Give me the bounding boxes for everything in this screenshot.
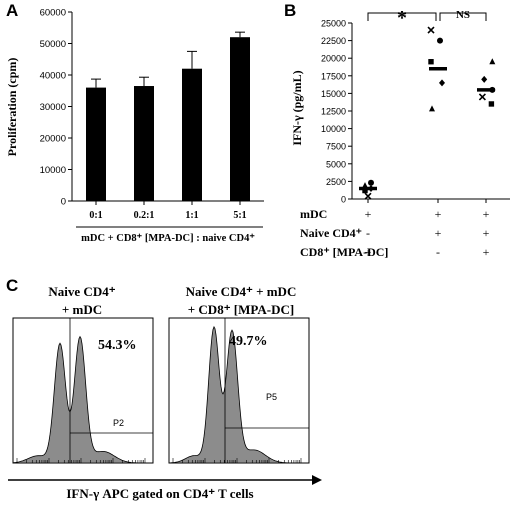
panel-c: C Naive CD4⁺ + mDC 54.3% P2 Naive CD4⁺ +… <box>6 276 322 501</box>
panel-b-ytick-label: 12500 <box>321 107 346 117</box>
panel-b-table-cell: + <box>483 226 490 240</box>
panel-b-ytick-label: 15000 <box>321 89 346 99</box>
histogram-1-gate-label: P2 <box>113 418 124 428</box>
histogram-2-title-line1: Naive CD4⁺ + mDC <box>186 284 297 299</box>
panel-b-ytick-label: 5000 <box>326 159 346 169</box>
histogram-2: Naive CD4⁺ + mDC + CD8⁺ [MPA-DC] 49.7% P… <box>168 284 310 464</box>
histogram-2-percent: 49.7% <box>229 334 268 349</box>
panel-b-ytick-label: 10000 <box>321 124 346 134</box>
panel-b-ytick-label: 22500 <box>321 36 346 46</box>
histogram-1-percent: 54.3% <box>98 338 137 353</box>
panel-a-ytick-label: 0 <box>61 197 66 208</box>
panel-a-ytick-label: 30000 <box>40 102 66 113</box>
panel-a-ytick-label: 10000 <box>40 165 66 176</box>
panel-b-point <box>478 93 486 101</box>
panel-a-xtick-label: 5:1 <box>233 210 246 221</box>
panel-a-bar <box>86 87 106 201</box>
panel-b-comparison-bracket <box>439 12 487 21</box>
panel-c-letter: C <box>6 276 18 295</box>
panel-b-table-cell: - <box>366 226 370 240</box>
panel-b-ytick-label: 0 <box>341 195 346 205</box>
histogram-1: Naive CD4⁺ + mDC 54.3% P2 <box>12 284 154 464</box>
panel-b-comparison-label: NS <box>456 9 470 21</box>
panel-b-table-row-label: CD8⁺ [MPA-DC] <box>300 245 388 259</box>
panel-b-table-row-label: Naive CD4⁺ <box>300 226 362 240</box>
panel-b-point <box>489 58 496 65</box>
histogram-1-title-line1: Naive CD4⁺ <box>48 284 115 299</box>
panel-b-comparisons: * NS <box>367 7 487 29</box>
panel-a-ytick-label: 60000 <box>40 8 66 19</box>
panel-c-arrow <box>8 475 322 485</box>
panel-b-point <box>362 187 368 194</box>
histogram-2-curve <box>168 325 309 464</box>
panel-b-ytick-label: 7500 <box>326 142 346 152</box>
panel-a-bars: 0:1 0.2:1 1:1 5:1 <box>86 31 250 221</box>
histogram-1-title-line2: + mDC <box>62 302 102 317</box>
panel-b-letter: B <box>284 1 296 20</box>
panel-b-ytick-label: 25000 <box>321 19 346 29</box>
panel-b-condition-table: mDC + + +Naive CD4⁺ - + +CD8⁺ [MPA-DC]+ - + <box>300 207 490 259</box>
panel-b-table-cell: - <box>436 245 440 259</box>
panel-c-xlabel: IFN-γ APC gated on CD4⁺ T cells <box>66 486 253 501</box>
panel-b-means <box>359 67 495 191</box>
panel-b-ytick-label: 17500 <box>321 71 346 81</box>
panel-a-xtick-label: 1:1 <box>185 210 198 221</box>
panel-a: A Proliferation (cpm) 0 10000 20000 30000 40… <box>5 1 264 244</box>
panel-b-point <box>428 59 434 65</box>
panel-b: B IFN-γ (pg/mL) 0 2500 5000 7500 10000 12500 1… <box>284 1 510 259</box>
panel-b-point <box>364 192 372 200</box>
panel-a-ytick-label: 50000 <box>40 39 66 50</box>
panel-b-point <box>437 37 443 44</box>
panel-b-ylabel: IFN-γ (pg/mL) <box>290 70 304 145</box>
panel-b-comparison-bracket <box>367 12 437 21</box>
panel-b-point <box>368 179 374 186</box>
panel-b-ytick-label: 2500 <box>326 177 346 187</box>
histogram-2-gate-label: P5 <box>266 392 277 402</box>
panel-b-table-cell: + <box>435 226 442 240</box>
panel-b-axes: 0 2500 5000 7500 10000 12500 15000 17500 20000 22… <box>321 19 510 205</box>
panel-a-bar <box>230 37 250 202</box>
panel-a-ytick-label: 20000 <box>40 134 66 145</box>
panel-b-comparison-label: * <box>397 7 407 29</box>
histogram-1-curve <box>12 335 153 464</box>
panel-b-point <box>429 105 435 112</box>
panel-b-table-cell: + <box>365 245 372 259</box>
panel-b-table-cell: + <box>435 207 442 221</box>
panel-a-xlabel: mDC + CD8⁺ [MPA-DC] : naive CD4⁺ <box>81 233 255 244</box>
panel-b-point <box>488 101 495 107</box>
panel-a-ytick-label: 40000 <box>40 71 66 82</box>
panel-b-table-cell: + <box>483 207 490 221</box>
panel-a-letter: A <box>6 1 18 20</box>
histogram-2-ticks <box>172 458 302 463</box>
histogram-2-title-line2: + CD8⁺ [MPA-DC] <box>188 302 294 317</box>
panel-b-table-row-label: mDC <box>300 207 327 221</box>
panel-a-xtick-label: 0:1 <box>89 210 102 221</box>
panel-a-bar <box>182 68 202 201</box>
panel-b-point <box>427 26 435 34</box>
histogram-1-ticks <box>16 458 146 463</box>
panel-b-point <box>481 75 488 83</box>
panel-b-point <box>362 182 368 189</box>
panel-b-table-cell: + <box>365 207 372 221</box>
panel-a-xtick-label: 0.2:1 <box>134 210 155 221</box>
panel-b-ytick-label: 20000 <box>321 54 346 64</box>
panel-b-points <box>362 26 496 200</box>
panel-b-table-cell: + <box>483 245 490 259</box>
panel-a-ylabel: Proliferation (cpm) <box>5 58 19 157</box>
panel-a-bar <box>134 86 154 201</box>
panel-b-point <box>439 79 445 87</box>
